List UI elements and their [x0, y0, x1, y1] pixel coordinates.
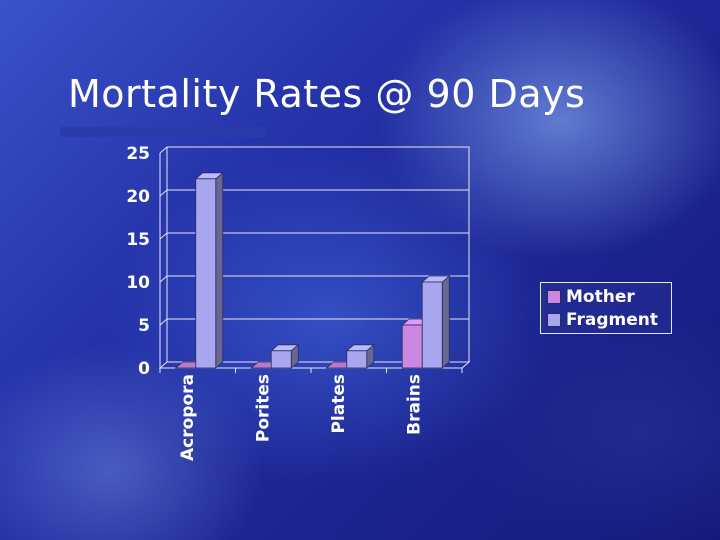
bar-plates-fragment: [346, 350, 368, 369]
legend-item-mother: Mother: [547, 286, 635, 308]
y-axis-top: [159, 146, 168, 154]
y-tick-label: 10: [126, 273, 150, 293]
y-tick-label: 20: [126, 187, 150, 207]
gridline-side: [159, 232, 168, 240]
chart-legend: Mother Fragment: [540, 282, 672, 334]
bar-brains-fragment: [421, 281, 443, 369]
slide-title: Mortality Rates @ 90 Days: [68, 72, 586, 116]
bar-acropora-fragment: [195, 178, 217, 369]
title-underline: [60, 127, 265, 137]
legend-swatch-mother: [547, 290, 561, 304]
bar-brains-fragment-side: [441, 275, 450, 369]
gridline-side: [159, 275, 168, 283]
legend-swatch-fragment: [547, 313, 561, 327]
legend-label-mother: Mother: [566, 287, 635, 307]
bar-acropora-fragment-side: [215, 171, 224, 369]
legend-label-fragment: Fragment: [566, 310, 659, 330]
y-tick-label: 25: [126, 144, 150, 164]
x-category-label: Acropora: [178, 374, 198, 461]
x-category-label: Plates: [329, 374, 349, 434]
bar-brains-mother: [401, 324, 423, 369]
y-tick-label: 15: [126, 230, 150, 250]
gridline-side: [159, 189, 168, 197]
y-tick-label: 5: [138, 316, 150, 336]
y-tick-label: 0: [138, 359, 150, 379]
bar-porites-fragment: [270, 350, 292, 369]
x-category-label: Brains: [404, 374, 424, 435]
legend-item-fragment: Fragment: [547, 309, 658, 331]
gridline-side: [159, 318, 168, 326]
x-category-label: Porites: [253, 374, 273, 442]
